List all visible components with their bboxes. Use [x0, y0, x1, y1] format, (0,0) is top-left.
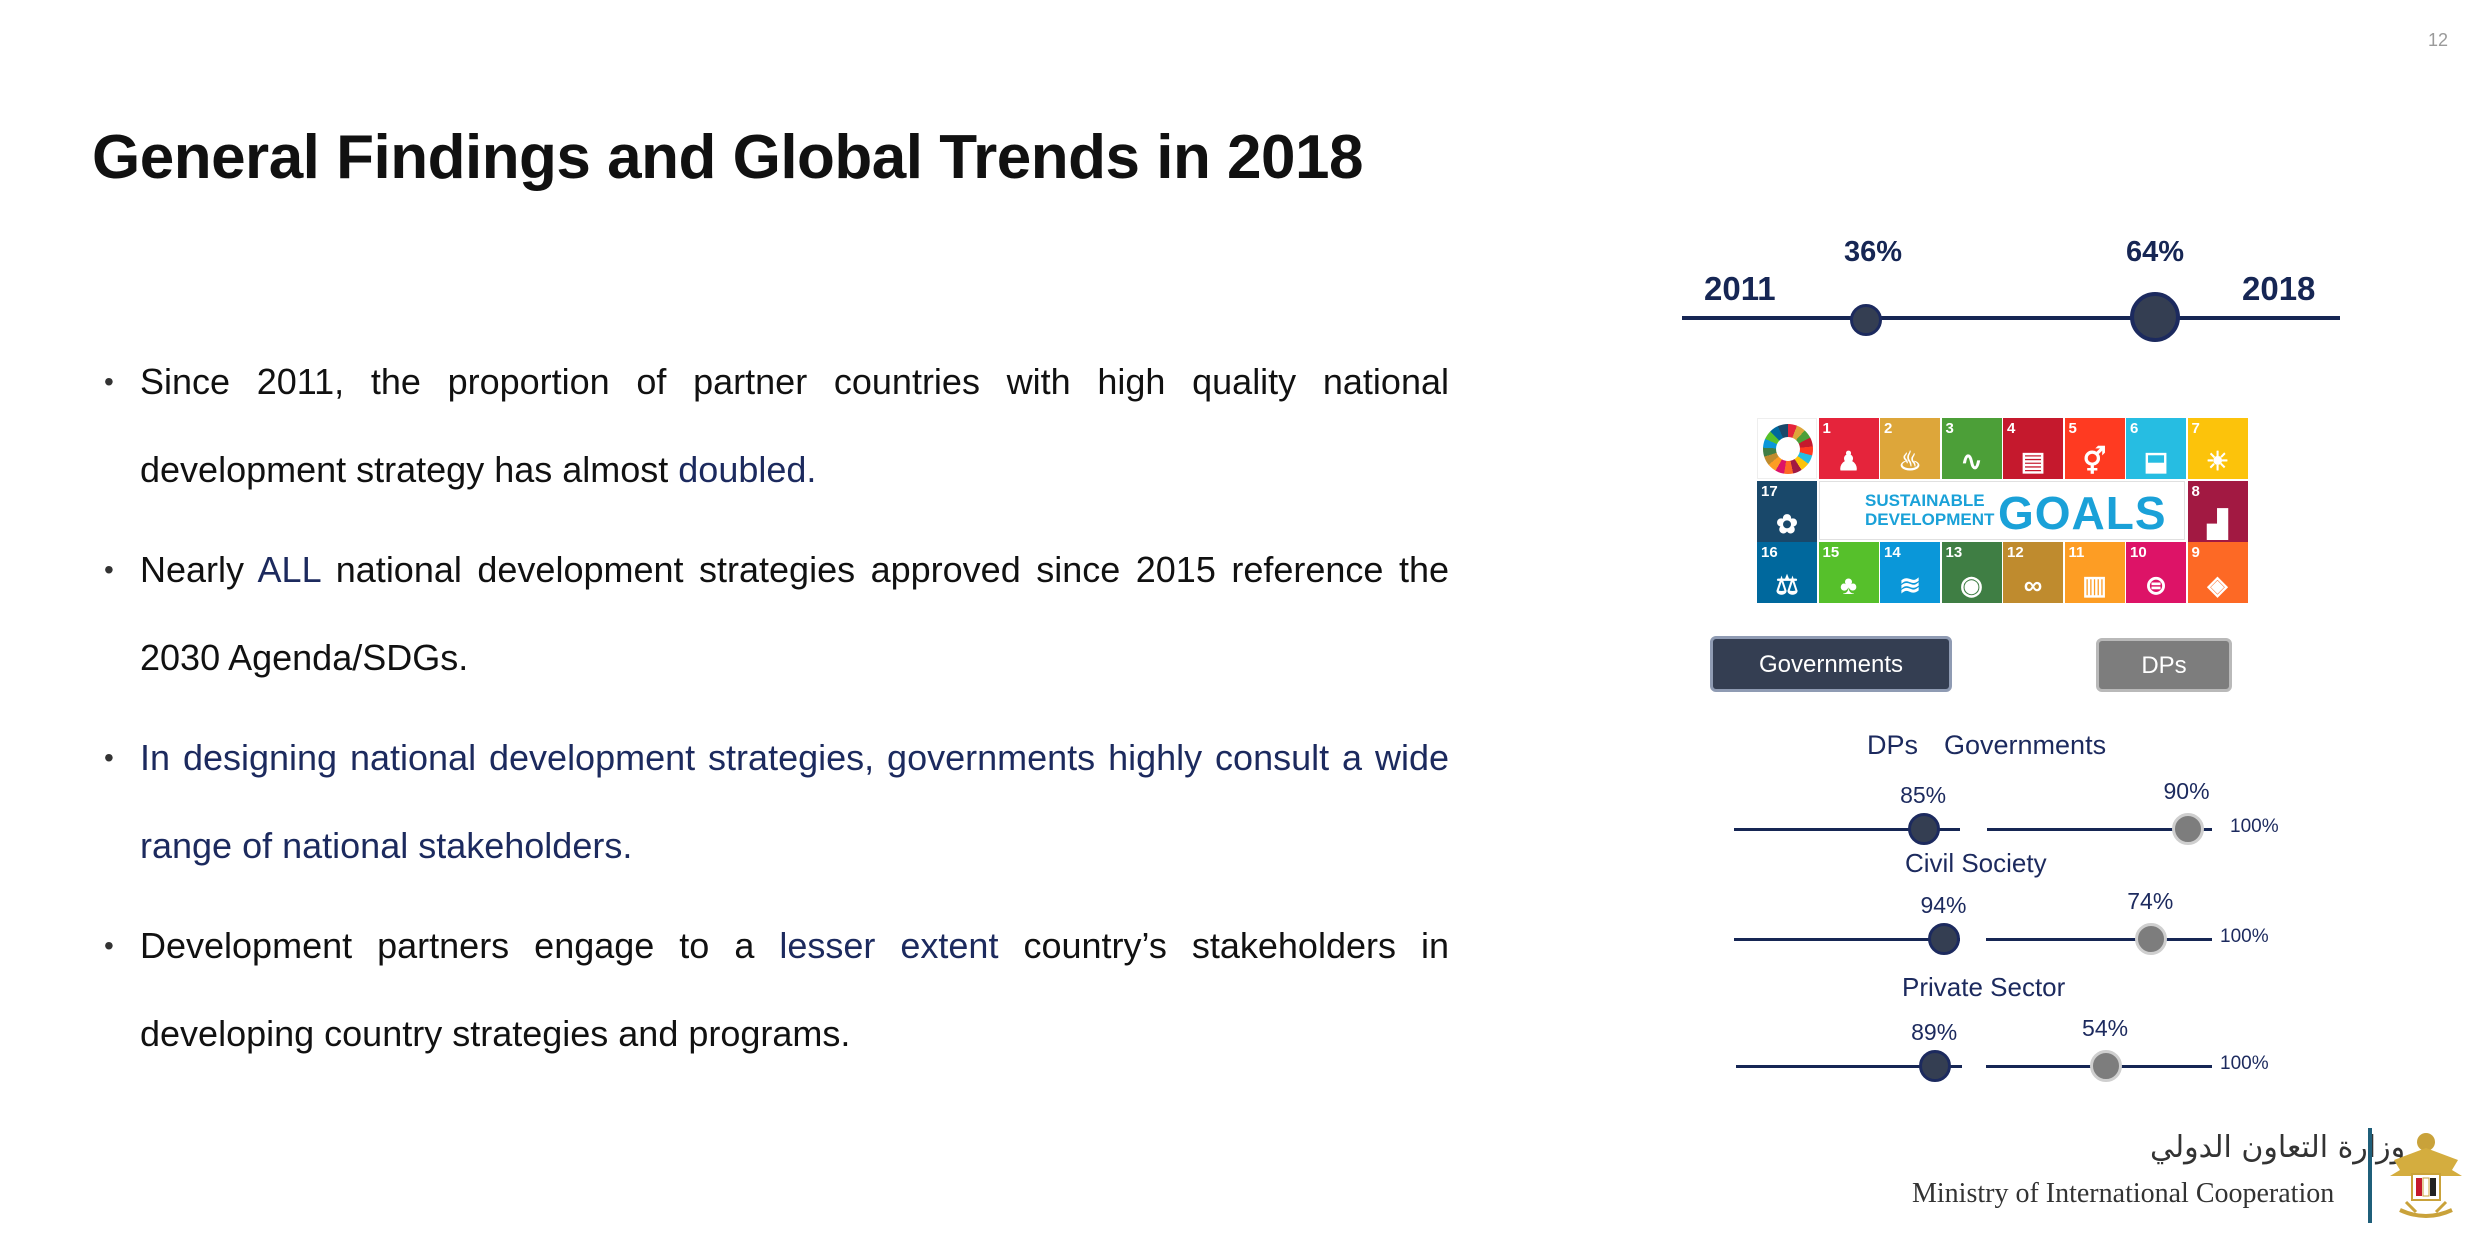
comparison-header-governments: Governments: [1944, 730, 2107, 760]
comparison-header-dps: DPs: [1867, 730, 1919, 760]
sdg-tile-3: 3 ∿: [1941, 418, 2002, 479]
ministry-name: Ministry of International Cooperation: [1912, 1178, 2335, 1209]
sdg-tile-11: 11 ▥: [2064, 542, 2125, 603]
sdg-tile-8: 8 ▟: [2187, 481, 2248, 542]
dps-percent: 89%: [1911, 1019, 1958, 1045]
ministry-name-arabic: وزارة التعاون الدولي: [2150, 1130, 2406, 1165]
governments-percent: 74%: [2127, 888, 2174, 914]
sdg-tile-2: 2 ♨: [1880, 418, 1940, 479]
sdg-goal-icon: ▥: [2082, 570, 2107, 600]
finding-highlight: In designing national development strate…: [140, 737, 1449, 866]
max-percent: 100%: [2230, 816, 2279, 837]
governments-track: [1986, 1065, 2212, 1068]
timeline-marker-2011: [1850, 304, 1882, 336]
sdg-tile-17: 17 ✿: [1757, 481, 1817, 542]
dps-track: [1736, 1065, 1962, 1068]
sdg-tile-5: 5 ⚥: [2064, 418, 2125, 479]
finding-text: Nearly: [140, 549, 258, 590]
governments-marker: [2171, 813, 2204, 845]
sdg-goal-icon: ▟: [2207, 509, 2228, 539]
sdg-goal-icon: ♣: [1839, 570, 1858, 600]
finding-highlight: ALL: [257, 549, 321, 590]
comparison-row-label: Civil Society: [1905, 848, 2047, 878]
timeline: 2011 2018 36% 64%: [1680, 228, 2342, 348]
legend-dps: DPs: [2096, 638, 2232, 692]
finding-item: In designing national development strate…: [104, 714, 1449, 890]
sdg-wheel-icon: [1763, 424, 1813, 474]
page-title: General Findings and Global Trends in 20…: [92, 123, 1363, 192]
dps-percent: 85%: [1900, 782, 1947, 808]
governments-marker: [2090, 1050, 2123, 1082]
finding-highlight: lesser extent: [779, 925, 999, 966]
findings-list: Since 2011, the proportion of partner co…: [104, 338, 1449, 1090]
finding-highlight: doubled.: [678, 449, 817, 490]
dps-track: [1734, 938, 1960, 941]
timeline-start-year: 2011: [1704, 270, 1776, 307]
finding-item: Development partners engage to a lesser …: [104, 902, 1449, 1078]
sdg-center-text: SUSTAINABLE DEVELOPMENT: [1865, 491, 1995, 529]
finding-text: country’s stakeholders in developing cou…: [140, 925, 1450, 1054]
sdg-tile-13: 13 ◉: [1941, 542, 2002, 603]
sdg-goal-icon: ∿: [1960, 446, 1983, 476]
governments-track: [1986, 938, 2212, 941]
sdg-goal-icon: ◈: [2207, 570, 2228, 600]
max-percent: 100%: [2220, 926, 2269, 947]
sdg-tile-7: 7 ☀: [2187, 418, 2248, 479]
finding-item: Since 2011, the proportion of partner co…: [104, 338, 1449, 514]
sdg-tile-1: 1 ♟: [1818, 418, 1879, 479]
dps-marker: [1919, 1050, 1952, 1082]
finding-text: Since 2011, the proportion of partner co…: [140, 361, 1449, 490]
sdg-goal-icon: ⚖: [1775, 570, 1799, 600]
dps-percent: 94%: [1920, 892, 1967, 918]
sdg-tile-9: 9 ◈: [2187, 542, 2248, 603]
sdg-goal-icon: ♨: [1898, 446, 1922, 476]
comparison-row-label: Private Sector: [1902, 972, 2066, 1002]
governments-percent: 54%: [2082, 1015, 2129, 1041]
sdg-tile-10: 10 ⊜: [2126, 542, 2186, 603]
timeline-value-2018: 64%: [2126, 236, 2185, 268]
sdg-logo: 1 ♟ 2 ♨ 3 ∿ 4 ▤ 5 ⚥ 6 ⬓ 7 ☀ 8 ▟ 17 ✿ 16 ⚖ 15 ♣ 14 ≋ 13 ◉ 12 ∞ 11 ▥ 10 ⊜…: [1757, 418, 2248, 603]
sdg-goal-icon: ⊜: [2145, 570, 2167, 600]
sdg-tile-4: 4 ▤: [2003, 418, 2063, 479]
egypt-eagle-emblem-icon: [2390, 1133, 2462, 1218]
sdg-tile-12: 12 ∞: [2003, 542, 2063, 603]
sdg-tile-15: 15 ♣: [1818, 542, 1879, 603]
governments-track: [1987, 828, 2212, 831]
timeline-value-2011: 36%: [1844, 236, 1903, 268]
sdg-goal-icon: ◉: [1960, 570, 1983, 600]
sdg-goal-icon: ∞: [2023, 570, 2043, 600]
timeline-axis: [1682, 316, 2340, 320]
sdg-goals-word: GOALS: [1998, 487, 2167, 539]
sdg-goal-icon: ♟: [1836, 446, 1861, 476]
governments-marker: [2135, 923, 2168, 955]
max-percent: 100%: [2220, 1053, 2269, 1074]
sdg-goal-icon: ▤: [2020, 446, 2046, 476]
sdg-tile-6: 6 ⬓: [2126, 418, 2186, 479]
sdg-tile-14: 14 ≋: [1880, 542, 1940, 603]
dps-marker: [1928, 923, 1961, 955]
timeline-end-year: 2018: [2242, 270, 2316, 307]
footer-divider: [2368, 1128, 2372, 1223]
sdg-goal-icon: ⚥: [2082, 446, 2107, 476]
finding-item: Nearly ALL national development strategi…: [104, 526, 1449, 702]
sdg-goal-icon: ≋: [1899, 570, 1921, 600]
sdg-goal-icon: ✿: [1776, 509, 1798, 539]
finding-text: Development partners engage to a: [140, 925, 780, 966]
timeline-marker-2018: [2130, 292, 2180, 342]
sdg-center-panel: SUSTAINABLE DEVELOPMENT GOALS: [1819, 481, 2185, 540]
sdg-goal-icon: ☀: [2205, 446, 2230, 476]
sdg-tile-16: 16 ⚖: [1757, 542, 1817, 603]
dps-track: [1734, 828, 1960, 831]
sdg-goal-icon: ⬓: [2143, 446, 2169, 476]
dps-marker: [1908, 813, 1941, 845]
page-number: 12: [2428, 30, 2449, 50]
governments-percent: 90%: [2163, 778, 2210, 804]
finding-text: national development strategies approved…: [140, 549, 1449, 678]
legend-governments: Governments: [1710, 636, 1952, 692]
sdg-wheel-tile: [1757, 418, 1817, 479]
